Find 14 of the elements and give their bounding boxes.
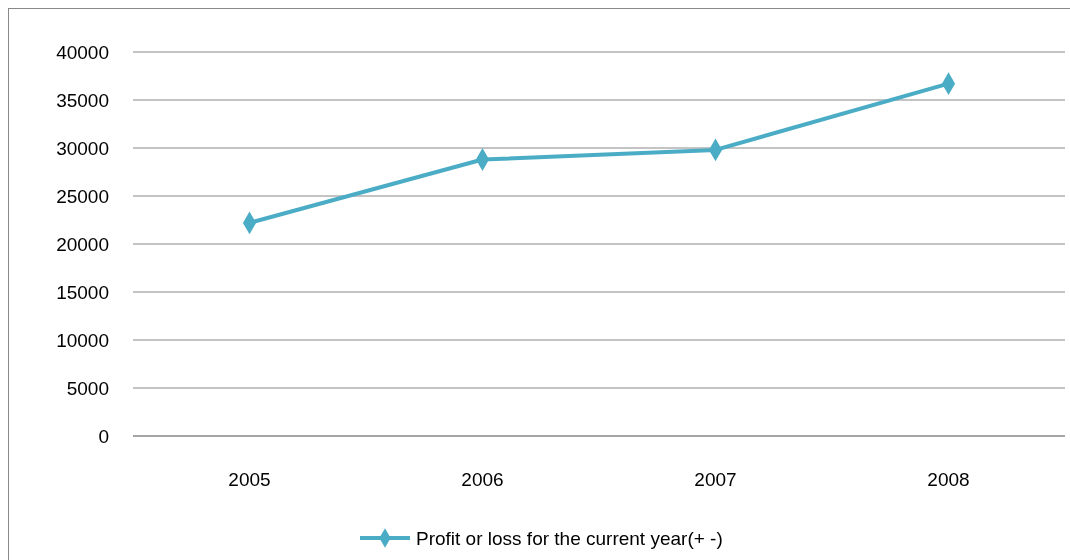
x-tick-label: 2005 [228, 469, 271, 490]
y-tick-label: 10000 [56, 329, 109, 351]
y-tick-label: 0 [98, 425, 109, 447]
y-tick-label: 5000 [66, 377, 109, 399]
legend-label: Profit or loss for the current year(+ -) [416, 527, 723, 549]
y-tick-label: 15000 [56, 281, 109, 303]
x-tick-label: 2008 [927, 469, 970, 490]
y-tick-label: 35000 [56, 89, 109, 111]
x-tick-label: 2006 [461, 469, 504, 490]
y-tick-label: 30000 [56, 137, 109, 159]
y-tick-label: 20000 [56, 233, 109, 255]
y-tick-label: 25000 [56, 185, 109, 207]
x-tick-label: 2007 [694, 469, 737, 490]
y-tick-label: 40000 [56, 41, 109, 63]
